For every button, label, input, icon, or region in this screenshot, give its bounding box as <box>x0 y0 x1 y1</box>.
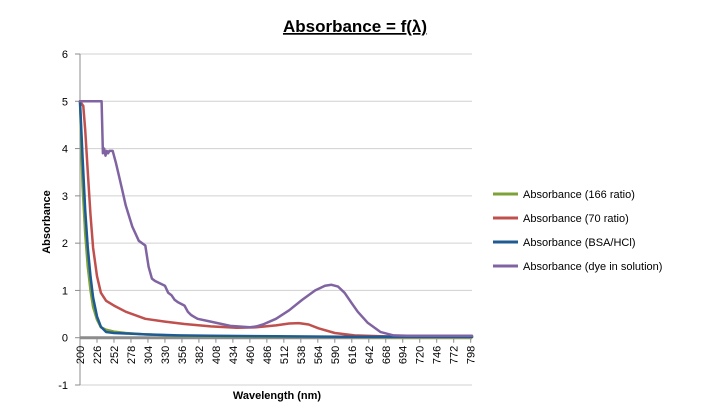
y-tick-label: 5 <box>62 96 68 108</box>
x-tick-label: 200 <box>75 346 87 364</box>
plot-area: -1 0 1 2 3 4 5 6 200 226 252 278 304 330 356 382 408 434 4… <box>58 49 477 392</box>
x-tick-label: 512 <box>279 346 291 364</box>
x-tick-label: 720 <box>415 346 427 364</box>
y-tick-label: 1 <box>62 285 68 297</box>
x-tick-label: 590 <box>330 346 342 364</box>
legend-label-3: Absorbance (BSA/HCl) <box>523 237 636 249</box>
x-tick-label: 616 <box>347 346 359 364</box>
x-tick-label: 564 <box>313 346 325 364</box>
x-tick-label: 356 <box>177 346 189 364</box>
x-tick-label: 330 <box>160 346 172 364</box>
x-tick-label: 278 <box>126 346 138 364</box>
legend-label-1: Absorbance (166 ratio) <box>523 189 635 201</box>
y-tick-label: 2 <box>62 238 68 250</box>
x-tick-label: 434 <box>228 346 240 364</box>
x-tick-label: 772 <box>449 346 461 364</box>
y-tick-label: 3 <box>62 191 68 203</box>
x-tick-label: 798 <box>466 346 478 364</box>
series-line-3 <box>78 100 474 339</box>
y-tick-label: -1 <box>58 380 68 392</box>
y-tick-label: 0 <box>62 333 68 345</box>
x-tick-label: 252 <box>109 346 121 364</box>
legend-label-4: Absorbance (dye in solution) <box>523 261 662 273</box>
x-tick-label: 382 <box>194 346 206 364</box>
x-tick-label: 226 <box>92 346 104 364</box>
x-tick-label: 538 <box>296 346 308 364</box>
y-tick-label: 6 <box>62 49 68 61</box>
x-tick-label: 694 <box>398 346 410 364</box>
x-tick-label: 746 <box>432 346 444 364</box>
x-tick-label: 304 <box>143 346 155 364</box>
legend: Absorbance (166 ratio) Absorbance (70 rat… <box>493 189 662 273</box>
chart-title: Absorbance = f(λ) <box>283 17 427 36</box>
x-tick-label: 668 <box>381 346 393 364</box>
series-line-4 <box>78 100 474 338</box>
y-axis-title: Absorbance <box>41 190 53 254</box>
legend-label-2: Absorbance (70 ratio) <box>523 213 629 225</box>
x-tick-label: 642 <box>364 346 376 364</box>
x-tick-label: 460 <box>245 346 257 364</box>
x-axis-title: Wavelength (nm) <box>233 390 322 402</box>
x-tick-label: 408 <box>211 346 223 364</box>
y-tick-label: 4 <box>62 144 68 156</box>
x-tick-label: 486 <box>262 346 274 364</box>
series-line-2 <box>78 100 474 339</box>
